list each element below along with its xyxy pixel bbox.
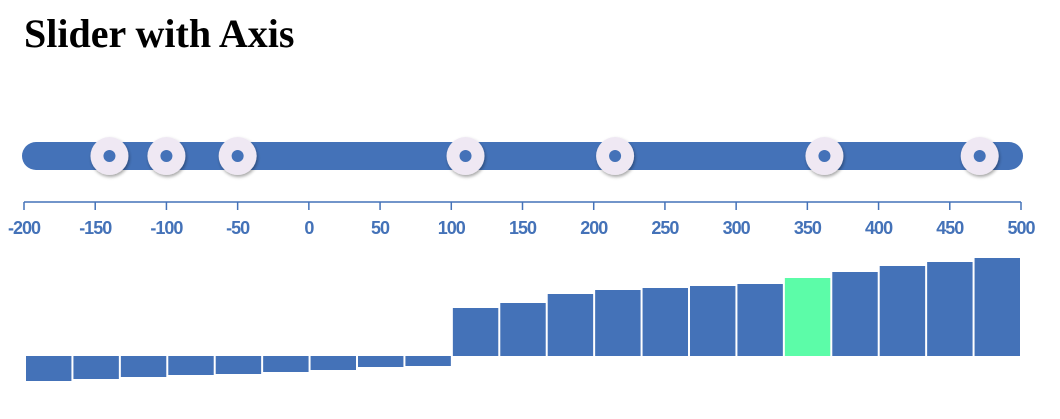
axis-tick-label: 500 <box>1007 218 1035 238</box>
slider-handle-dot <box>818 150 831 162</box>
bar <box>832 272 878 356</box>
bar <box>500 303 546 356</box>
bar <box>310 356 356 370</box>
bar <box>168 356 214 375</box>
slider-handle-dot <box>609 150 622 162</box>
bar <box>358 356 404 367</box>
slider-handle[interactable] <box>446 137 485 175</box>
bar <box>595 290 641 356</box>
bar <box>547 294 594 356</box>
slider[interactable] <box>22 137 1023 175</box>
page-title: Slider with Axis <box>24 11 295 56</box>
slider-handles[interactable] <box>90 137 999 175</box>
bar <box>405 356 451 366</box>
bar <box>879 266 926 356</box>
slider-handle-dot <box>459 150 472 162</box>
slider-handle[interactable] <box>218 137 257 175</box>
slider-handle-dot <box>103 150 116 162</box>
slider-handle[interactable] <box>596 137 635 175</box>
axis-tick-label: 150 <box>509 218 537 238</box>
axis-tick-label: -150 <box>79 218 112 238</box>
axis-tick-label: 250 <box>651 218 679 238</box>
bar <box>974 258 1020 356</box>
slider-handle[interactable] <box>90 137 129 175</box>
axis-tick-label: -100 <box>150 218 183 238</box>
x-axis: -200 -150 -100 -50 0 50 100 150 200 250 300 350 400 4… <box>8 201 1036 238</box>
axis-tick-label: 100 <box>438 218 466 238</box>
slider-handle[interactable] <box>147 137 186 175</box>
bar <box>263 356 309 372</box>
slider-handle[interactable] <box>960 137 999 175</box>
axis-tick-label: 200 <box>580 218 608 238</box>
bar <box>642 288 688 356</box>
axis-tick-label: 400 <box>865 218 893 238</box>
bar <box>120 356 167 377</box>
axis-tick-label: -50 <box>226 218 250 238</box>
axis-tick-label: 300 <box>723 218 751 238</box>
slider-handle[interactable] <box>805 137 844 175</box>
slider-handle-dot <box>160 150 173 162</box>
axis-tick-label: 0 <box>304 218 314 238</box>
bar <box>26 356 72 381</box>
axis-tick-label: 50 <box>371 218 390 238</box>
bar <box>927 262 973 356</box>
axis-tick-label: -200 <box>8 218 41 238</box>
bar <box>215 356 262 374</box>
bar <box>452 308 499 356</box>
bar <box>73 356 119 379</box>
slider-handle-dot <box>231 150 244 162</box>
slider-handle-dot <box>973 150 986 162</box>
axis-tick-label: 450 <box>936 218 964 238</box>
bar-chart <box>26 258 1020 381</box>
bar-highlighted <box>784 278 831 356</box>
bar <box>690 286 736 356</box>
bar <box>737 284 783 356</box>
axis-tick-label: 350 <box>794 218 822 238</box>
